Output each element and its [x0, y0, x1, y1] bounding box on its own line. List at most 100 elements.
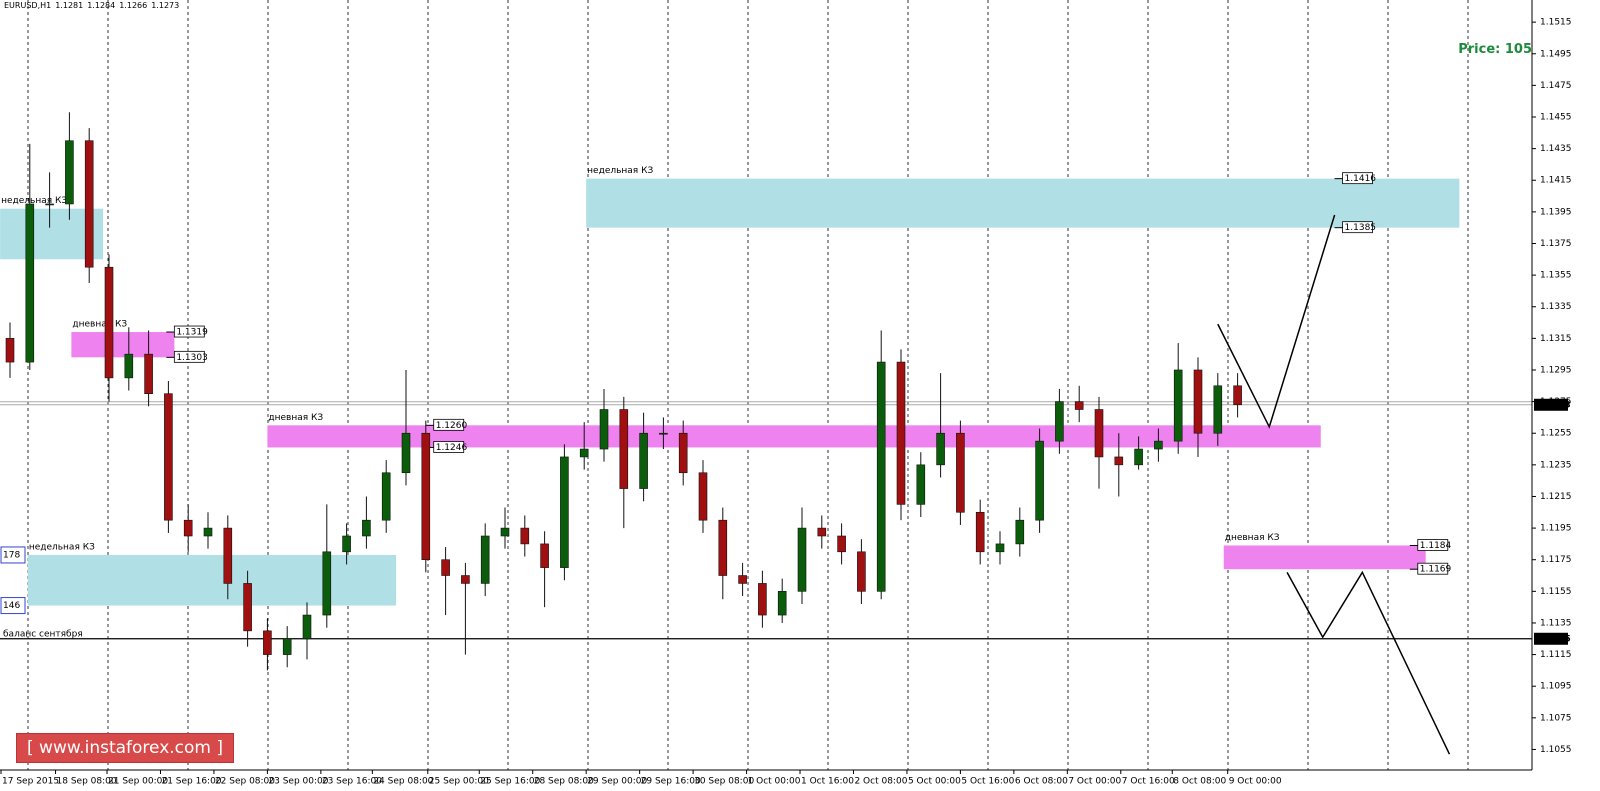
x-tick-label: 5 Oct 16:00: [961, 777, 1014, 787]
ohlc: 1.1281: [55, 1, 84, 10]
candle-body: [302, 614, 312, 640]
candle-body: [342, 535, 351, 553]
candle-body: [777, 591, 787, 616]
watermark[interactable]: [ www.instaforex.com ]: [16, 733, 234, 763]
y-tick-label: 1.1435: [1540, 144, 1572, 154]
x-tick-label: 29 Sep 16:00: [641, 777, 701, 787]
x-tick-label: 17 Sep 2015: [2, 777, 59, 787]
zone: [27, 554, 397, 606]
forecast-line: [1217, 214, 1336, 429]
zone-tag-box: [433, 418, 465, 431]
zone: [1223, 545, 1426, 570]
zone-tag-box: [173, 350, 205, 363]
x-tick-label: 21 Sep 16:00: [161, 777, 221, 787]
candle-body: [124, 353, 134, 379]
x-tick-label: 30 Sep 08:00: [694, 777, 754, 787]
candle-body: [1233, 385, 1242, 406]
candle-body: [480, 535, 490, 584]
y-tick-label: 1.1075: [1540, 713, 1572, 723]
x-tick-label: 21 Sep 00:00: [108, 777, 168, 787]
zone-tag-box: [433, 441, 465, 453]
zone-tag: 1.1260: [436, 421, 468, 431]
side-label-box: [0, 597, 26, 615]
candle-body: [1173, 369, 1183, 442]
axis-price-text: 1.1125: [1536, 634, 1571, 644]
y-tick-label: 1.1315: [1540, 334, 1572, 344]
candle-body: [1193, 369, 1203, 434]
y-tick-label: 1.1375: [1540, 239, 1572, 249]
x-tick-label: 29 Sep 00:00: [587, 777, 647, 787]
side-label: 178: [3, 550, 20, 560]
x-tick-label: 1 Oct 16:00: [801, 777, 854, 787]
x-tick-label: 8 Oct 08:00: [1173, 777, 1226, 787]
y-tick-label: 1.1215: [1540, 492, 1572, 502]
candle-body: [678, 432, 688, 474]
candle-body: [1035, 440, 1044, 521]
x-tick-label: 18 Sep 08:00: [57, 777, 117, 787]
candle-body: [500, 527, 510, 537]
candle-body: [461, 575, 470, 584]
candle-body: [540, 543, 549, 568]
zone: [586, 178, 1460, 228]
candle-body: [5, 338, 15, 363]
x-tick-label: 7 Oct 00:00: [1068, 777, 1121, 787]
candle-body: [183, 519, 193, 537]
zone: [71, 332, 175, 358]
axis-panel: [1532, 0, 1600, 791]
candle-body: [381, 472, 391, 521]
candle-body: [164, 393, 173, 521]
candle-body: [560, 456, 569, 568]
zone-tag: 1.1169: [1420, 565, 1452, 575]
x-tick-label: 9 Oct 00:00: [1229, 777, 1282, 787]
axis-price-tag: [1534, 398, 1568, 411]
axis-panel: [0, 770, 1600, 791]
candle-body: [520, 527, 530, 545]
y-tick-label: 1.1455: [1540, 113, 1572, 123]
side-label: 146: [3, 601, 20, 611]
candle-body: [956, 432, 965, 513]
axis-price-text: 1.1273: [1536, 400, 1571, 410]
y-tick-label: 1.1055: [1540, 745, 1572, 755]
y-tick-label: 1.1175: [1540, 555, 1572, 565]
x-tick-label: 24 Sep 08:00: [373, 777, 433, 787]
zone-tag-box: [1417, 539, 1449, 551]
ohlc: 1.1266: [119, 1, 148, 10]
candle-body: [1213, 385, 1223, 434]
level-label: баланс сентября: [3, 629, 83, 639]
y-tick-label: 1.1395: [1540, 207, 1572, 217]
candle-body: [758, 583, 767, 616]
candle-body: [738, 575, 747, 584]
candle-body: [639, 432, 648, 489]
candle-body: [1015, 519, 1025, 545]
candle-body: [1154, 440, 1163, 450]
candle-body: [698, 472, 708, 521]
candle-body: [619, 409, 629, 489]
candle-body: [104, 266, 114, 379]
zone-tag: 1.1303: [176, 353, 208, 363]
y-tick-label: 1.1355: [1540, 271, 1572, 281]
x-tick-label: 22 Sep 08:00: [215, 777, 275, 787]
candle-body: [659, 432, 668, 435]
candle-body: [579, 448, 589, 458]
candle-body: [203, 527, 213, 537]
x-tick-label: 1 Oct 00:00: [748, 777, 801, 787]
zone-tag-box: [1342, 172, 1373, 185]
zone-label: дневная КЗ: [268, 413, 323, 423]
zone-tag: 1.1416: [1345, 174, 1377, 184]
candle-body: [1055, 401, 1064, 442]
ohlc: 1.1284: [87, 1, 116, 10]
x-tick-label: 23 Sep 16:00: [322, 777, 382, 787]
zone-tag-box: [173, 325, 205, 338]
candle-body: [45, 203, 54, 206]
candle-body: [84, 140, 94, 268]
x-tick-label: 25 Sep 16:00: [480, 777, 540, 787]
candle-body: [263, 630, 272, 655]
zone-label: недельная КЗ: [29, 542, 95, 552]
candle-body: [896, 361, 906, 505]
side-label-box: [0, 546, 26, 564]
y-tick-label: 1.1515: [1540, 18, 1572, 28]
candle-body: [718, 519, 728, 576]
zone-tag-box: [1342, 221, 1373, 234]
